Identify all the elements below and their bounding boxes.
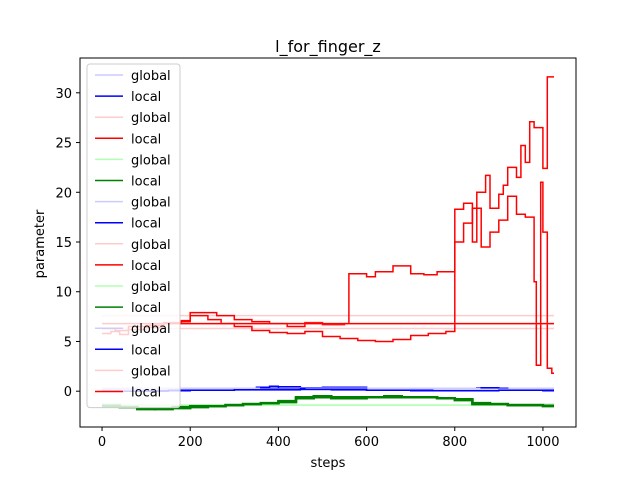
legend-label: global xyxy=(131,280,171,295)
legend-label: local xyxy=(131,175,161,190)
x-tick-label: 600 xyxy=(354,435,379,450)
x-axis-title: steps xyxy=(311,456,346,471)
y-tick-label: 25 xyxy=(55,137,72,152)
legend-label: local xyxy=(131,132,161,147)
legend-label: global xyxy=(131,238,171,253)
y-tick-label: 10 xyxy=(55,286,72,301)
chart-title: l_for_finger_z xyxy=(275,37,381,57)
legend-box xyxy=(86,63,181,409)
y-tick-label: 0 xyxy=(64,385,72,400)
legend-label: local xyxy=(131,386,161,401)
legend-label: local xyxy=(131,217,161,232)
legend-label: local xyxy=(131,259,161,274)
legend-label: global xyxy=(131,364,171,379)
legend-label: global xyxy=(131,322,171,337)
legend: global local global local global local global l… xyxy=(86,63,181,409)
legend-label: local xyxy=(131,301,161,316)
y-tick-label: 15 xyxy=(55,236,72,251)
legend-label: local xyxy=(131,343,161,358)
legend-label: global xyxy=(131,111,171,126)
legend-label: global xyxy=(131,196,171,211)
legend-label: local xyxy=(131,90,161,105)
x-tick-label: 1000 xyxy=(526,435,559,450)
axes: 0 200 400 600 800 1000 0 5 10 15 20 25 30 xyxy=(55,57,577,450)
y-tick-label: 30 xyxy=(55,87,72,102)
legend-label: global xyxy=(131,69,171,84)
x-tick-label: 400 xyxy=(266,435,291,450)
series-line-3-local xyxy=(102,76,554,336)
series-line-9-local xyxy=(102,181,554,375)
x-tick-label: 0 xyxy=(98,435,106,450)
y-tick-label: 5 xyxy=(64,335,72,350)
y-axis-title: parameter xyxy=(33,209,48,278)
x-tick-label: 200 xyxy=(178,435,203,450)
legend-label: global xyxy=(131,153,171,168)
y-tick-label: 20 xyxy=(55,186,72,201)
x-tick-label: 800 xyxy=(442,435,467,450)
